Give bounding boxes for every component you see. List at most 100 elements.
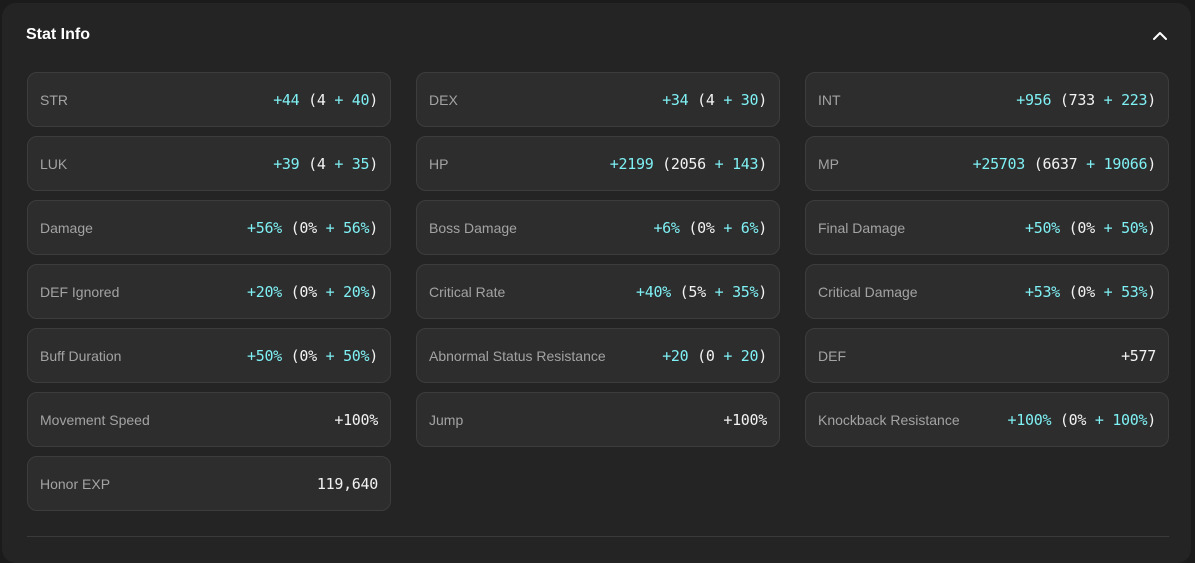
stat-total: +25703 <box>972 154 1026 173</box>
stat-bonus: 30 <box>740 90 759 109</box>
stat-value: +100% <box>723 411 767 429</box>
stat-plus: + <box>316 346 344 365</box>
stat-base: 0% <box>299 346 317 365</box>
stat-base: 0% <box>1077 282 1095 301</box>
stat-card: Boss Damage +6% (0% + 6%) <box>416 200 780 255</box>
stat-plus: + <box>1077 154 1104 173</box>
stat-card: MP +25703 (6637 + 19066) <box>805 136 1169 191</box>
stat-label: INT <box>818 91 841 108</box>
stat-label: Knockback Resistance <box>818 411 960 428</box>
stat-card: HP +2199 (2056 + 143) <box>416 136 780 191</box>
stat-value: +100% <box>334 411 378 429</box>
stat-plus: + <box>714 346 741 365</box>
stat-value-text: +100% <box>723 410 767 429</box>
stat-open-paren: ( <box>299 154 317 173</box>
stat-base: 0% <box>1077 218 1095 237</box>
stat-base: 4 <box>705 90 715 109</box>
stat-label: LUK <box>40 155 68 172</box>
stat-total: +50% <box>1024 218 1060 237</box>
stat-value: +34 (4 + 30) <box>662 91 767 109</box>
stat-info-header[interactable]: Stat Info <box>2 3 1191 69</box>
stat-base: 6637 <box>1042 154 1078 173</box>
stat-label: Jump <box>429 411 464 428</box>
stat-open-paren: ( <box>1059 218 1078 237</box>
stat-total: +50% <box>246 346 282 365</box>
stat-bonus: 35 <box>351 154 370 173</box>
stat-open-paren: ( <box>653 154 671 173</box>
stat-close-paren: ) <box>758 90 767 109</box>
stat-card: LUK +39 (4 + 35) <box>27 136 391 191</box>
stat-plus: + <box>714 90 741 109</box>
stat-value: +53% (0% + 53%) <box>1025 283 1156 301</box>
stat-card: Jump +100% <box>416 392 780 447</box>
stat-base: 4 <box>316 154 326 173</box>
stat-base: 4 <box>316 90 326 109</box>
stat-value: +39 (4 + 35) <box>273 155 378 173</box>
stat-value: +50% (0% + 50%) <box>1025 219 1156 237</box>
stat-label: Final Damage <box>818 219 906 236</box>
stat-bonus: 223 <box>1121 90 1148 109</box>
stat-info-panel: Stat Info STR +44 (4 + 40) DEX +34 (4 + 30)… <box>2 3 1191 563</box>
stat-open-paren: ( <box>299 90 317 109</box>
stat-card: Movement Speed +100% <box>27 392 391 447</box>
stat-close-paren: ) <box>1147 282 1156 301</box>
stat-open-paren: ( <box>1051 410 1069 429</box>
stat-total: +100% <box>1007 410 1052 429</box>
stat-value: +956 (733 + 223) <box>1016 91 1156 109</box>
stat-close-paren: ) <box>758 346 767 365</box>
stat-label: HP <box>429 155 449 172</box>
stat-bonus: 143 <box>732 154 759 173</box>
stat-value: +25703 (6637 + 19066) <box>972 154 1157 173</box>
stat-total: +44 <box>273 90 300 109</box>
stat-bonus: 20 <box>740 346 759 365</box>
stat-close-paren: ) <box>1147 410 1156 429</box>
stat-open-paren: ( <box>688 90 706 109</box>
stat-close-paren: ) <box>369 90 378 109</box>
stat-base: 0% <box>697 218 715 237</box>
stat-open-paren: ( <box>670 282 689 301</box>
stat-card: Critical Damage +53% (0% + 53%) <box>805 264 1169 319</box>
stat-close-paren: ) <box>758 282 767 301</box>
stat-total: +956 <box>1016 90 1052 109</box>
stat-card: Knockback Resistance +100% (0% + 100%) <box>805 392 1169 447</box>
stat-close-paren: ) <box>369 154 378 173</box>
stat-label: Abnormal Status Resistance <box>429 347 606 364</box>
stat-bonus: 35% <box>732 282 759 301</box>
chevron-up-icon <box>1153 32 1167 40</box>
stat-open-paren: ( <box>1059 282 1078 301</box>
stat-open-paren: ( <box>688 346 706 365</box>
stat-value: +20 (0 + 20) <box>662 347 767 365</box>
collapse-button[interactable] <box>1149 25 1171 47</box>
stat-plus: + <box>316 218 344 237</box>
stat-value: +100% (0% + 100%) <box>1007 410 1157 429</box>
stat-base: 5% <box>688 282 706 301</box>
stat-card: Abnormal Status Resistance +20 (0 + 20) <box>416 328 780 383</box>
stat-bonus: 19066 <box>1103 154 1148 173</box>
stat-label: Damage <box>40 219 93 236</box>
stat-label: DEF Ignored <box>40 283 120 300</box>
stat-label: Honor EXP <box>40 475 111 492</box>
stat-card: DEX +34 (4 + 30) <box>416 72 780 127</box>
stat-bonus: 53% <box>1121 282 1148 301</box>
stat-close-paren: ) <box>758 218 767 237</box>
stat-close-paren: ) <box>1147 90 1156 109</box>
stat-card: Final Damage +50% (0% + 50%) <box>805 200 1169 255</box>
stat-label: Buff Duration <box>40 347 122 364</box>
stat-label: Critical Damage <box>818 283 918 300</box>
stat-value-text: 119,640 <box>316 474 378 493</box>
stat-close-paren: ) <box>1147 154 1156 173</box>
stat-card: Damage +56% (0% + 56%) <box>27 200 391 255</box>
stat-value: +44 (4 + 40) <box>273 91 378 109</box>
stat-total: +53% <box>1024 282 1060 301</box>
stat-value: 119,640 <box>317 475 378 493</box>
stat-label: Boss Damage <box>429 219 517 236</box>
stat-card: DEF Ignored +20% (0% + 20%) <box>27 264 391 319</box>
stat-card: Honor EXP 119,640 <box>27 456 391 511</box>
stat-label: MP <box>818 155 839 172</box>
stat-total: +39 <box>273 154 300 173</box>
stat-bonus: 100% <box>1112 410 1148 429</box>
stat-value-text: +577 <box>1121 346 1156 365</box>
stat-total: +20 <box>662 346 689 365</box>
divider <box>27 536 1169 537</box>
stat-total: +2199 <box>609 154 654 173</box>
